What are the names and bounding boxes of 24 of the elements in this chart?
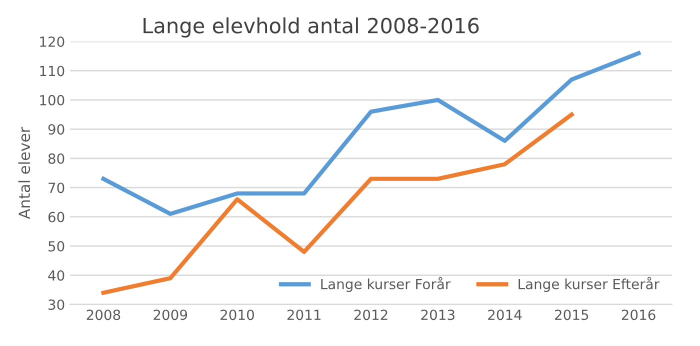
y-tick-label: 40 xyxy=(48,270,64,281)
x-tick-label: 2008 xyxy=(86,310,120,320)
chart-title: Lange elevhold antal 2008-2016 xyxy=(144,17,479,38)
legend-label: Lange kurser Efterår xyxy=(518,276,660,292)
legend-label: Lange kurser Forår xyxy=(321,276,451,292)
y-tick-label: 110 xyxy=(40,66,64,76)
x-tick-label: 2010 xyxy=(220,310,254,320)
y-tick-label: 120 xyxy=(40,36,64,47)
x-tick-label: 2011 xyxy=(287,310,320,320)
x-tick-label: 2012 xyxy=(354,310,388,320)
y-tick-label: 50 xyxy=(48,241,64,252)
x-tick-label: 2016 xyxy=(622,310,656,320)
y-axis-title: Antal elever xyxy=(18,126,30,220)
y-tick-label: 100 xyxy=(40,94,64,106)
x-tick-label: 2015 xyxy=(555,310,588,320)
y-tick-label: 70 xyxy=(48,182,64,194)
y-tick-label: 90 xyxy=(48,124,64,135)
x-tick-label: 2009 xyxy=(154,310,188,320)
line-series xyxy=(101,51,641,216)
x-tick-label: 2014 xyxy=(488,310,522,320)
y-tick-label: 30 xyxy=(48,299,64,310)
x-tick-label: 2013 xyxy=(421,310,454,320)
y-tick-label: 60 xyxy=(48,212,64,222)
y-tick-label: 80 xyxy=(48,153,64,164)
